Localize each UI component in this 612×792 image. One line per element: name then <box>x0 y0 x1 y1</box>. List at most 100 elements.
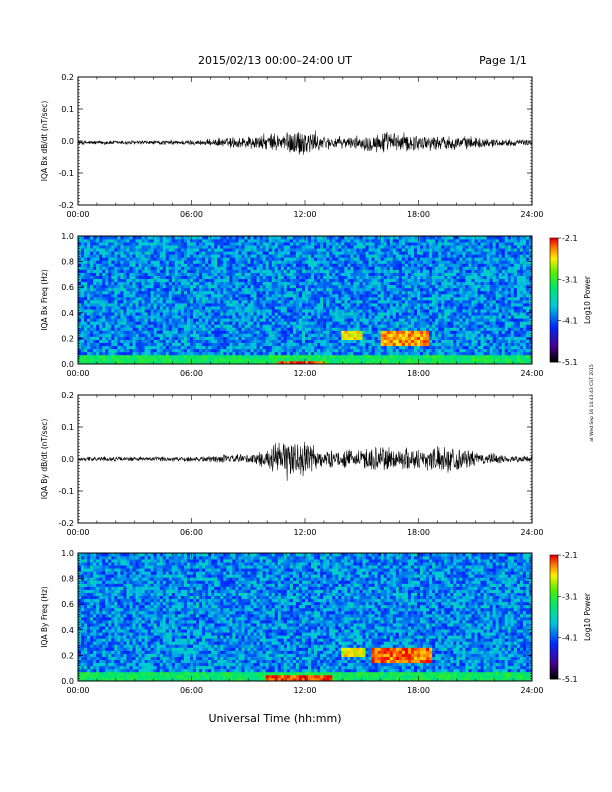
spectrogram-cell <box>99 248 103 252</box>
spectrogram-cell <box>144 345 148 350</box>
spectrogram-cell <box>114 327 118 331</box>
spectrogram-cell <box>338 303 342 307</box>
spectrogram-cell <box>277 293 282 298</box>
spectrogram-cell <box>380 312 385 316</box>
spectrogram-cell <box>250 357 254 362</box>
spectrogram-cell <box>253 245 257 249</box>
spectrogram-cell <box>395 300 400 304</box>
spectrogram-cell <box>202 266 206 270</box>
spectrogram-cell <box>380 357 385 362</box>
spectrogram-cell <box>220 360 224 365</box>
spectrogram-cell <box>174 312 179 316</box>
spectrogram-cell <box>368 296 372 301</box>
spectrogram-cell <box>359 281 363 286</box>
spectrogram-cell <box>265 345 270 350</box>
spectrogram-cell <box>298 321 303 325</box>
spectrogram-cell <box>220 357 224 362</box>
spectrogram-cell <box>432 251 436 255</box>
spectrogram-cell <box>301 245 306 249</box>
spectrogram-cell <box>135 272 139 276</box>
spectrogram-cell <box>123 266 127 270</box>
spectrogram-cell <box>344 239 348 243</box>
spectrogram-cell <box>353 342 357 347</box>
spectrogram-cell <box>398 248 403 252</box>
spectrogram-cell <box>362 242 366 246</box>
spectrogram-cell <box>320 315 324 319</box>
spectrogram-cell <box>253 281 257 286</box>
spectrogram-cell <box>199 269 203 273</box>
spectrogram-cell <box>138 278 142 283</box>
spectrogram-cell <box>141 300 145 304</box>
spectrogram-cell <box>305 296 309 301</box>
spectrogram-cell <box>410 345 415 350</box>
spectrogram-cell <box>162 275 167 280</box>
spectrogram-cell <box>432 312 436 316</box>
spectrogram-cell <box>108 330 112 334</box>
spectrogram-cell <box>338 290 342 295</box>
spectrogram-cell <box>135 348 139 353</box>
spectrogram-cell <box>416 315 421 319</box>
spectrogram-cell <box>135 312 139 316</box>
spectrogram-cell <box>186 303 191 307</box>
spectrogram-cell <box>407 333 412 337</box>
spectrogram-cell <box>193 290 197 295</box>
spectrogram-cell <box>301 339 306 344</box>
spectrogram-cell <box>326 351 330 356</box>
spectrogram-cell <box>413 315 418 319</box>
spectrogram-cell <box>229 260 233 264</box>
spectrogram-cell <box>90 315 94 319</box>
spectrogram-cell <box>250 251 254 255</box>
spectrogram-cell <box>377 315 382 319</box>
spectrogram-cell <box>111 303 115 307</box>
spectrogram-cell <box>353 287 357 292</box>
spectrogram-cell <box>301 351 306 356</box>
spectrogram-cell <box>205 339 209 344</box>
spectrogram-cell <box>365 284 369 289</box>
spectrogram-cell <box>108 312 112 316</box>
spectrogram-cell <box>374 300 378 304</box>
spectrogram-cell <box>308 303 312 307</box>
spectrogram-cell <box>186 296 191 301</box>
spectrogram-cell <box>102 263 106 267</box>
spectrogram-cell <box>308 318 312 322</box>
spectrogram-cell <box>292 336 297 340</box>
spectrogram-cell <box>105 321 109 325</box>
spectrogram-cell <box>407 312 412 316</box>
spectrogram-cell <box>305 360 309 365</box>
spectrogram-cell <box>368 269 372 273</box>
spectrogram-cell <box>171 333 176 337</box>
spectrogram-cell <box>177 354 182 359</box>
spectrogram-cell <box>129 321 133 325</box>
spectrogram-cell <box>244 263 248 267</box>
spectrogram-cell <box>377 300 382 304</box>
spectrogram-cell <box>78 245 82 249</box>
spectrogram-cell <box>111 242 115 246</box>
spectrogram-cell <box>147 327 151 331</box>
spectrogram-cell <box>87 272 91 276</box>
spectrogram-cell <box>180 330 185 334</box>
spectrogram-cell <box>423 315 427 319</box>
spectrogram-cell <box>332 348 336 353</box>
spectrogram-cell <box>429 327 433 331</box>
spectrogram-cell <box>186 342 191 347</box>
spectrogram-cell <box>202 354 206 359</box>
spectrogram-cell <box>416 339 421 344</box>
spectrogram-cell <box>93 315 97 319</box>
spectrogram-cell <box>247 278 251 283</box>
spectrogram-cell <box>238 339 242 344</box>
spectrogram-cell <box>308 290 312 295</box>
spectrogram-cell <box>407 357 412 362</box>
spectrogram-cell <box>87 245 91 249</box>
spectrogram-cell <box>377 318 382 322</box>
spectrogram-cell <box>223 336 227 340</box>
spectrogram-cell <box>108 266 112 270</box>
spectrogram-cell <box>329 269 333 273</box>
spectrogram-cell <box>314 281 318 286</box>
spectrogram-cell <box>223 306 227 310</box>
spectrogram-cell <box>235 327 239 331</box>
spectrogram-cell <box>208 345 212 350</box>
spectrogram-cell <box>377 293 382 298</box>
spectrogram-cell <box>84 306 88 310</box>
spectrogram-cell <box>205 236 209 240</box>
spectrogram-cell <box>341 281 345 286</box>
